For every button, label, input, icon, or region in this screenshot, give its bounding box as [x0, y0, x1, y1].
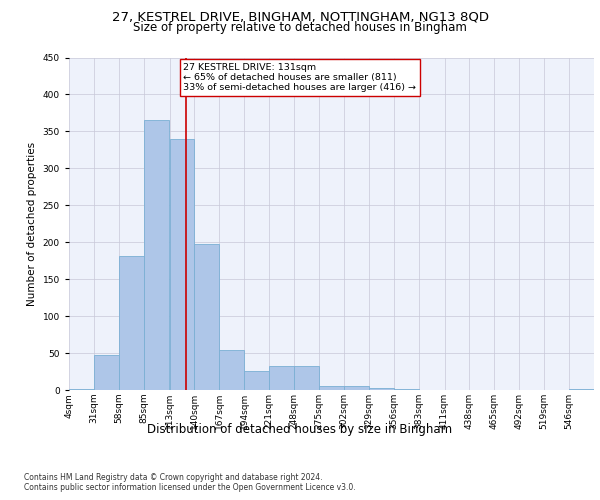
Bar — [394, 388, 419, 390]
Y-axis label: Number of detached properties: Number of detached properties — [27, 142, 37, 306]
Bar — [69, 388, 94, 390]
Text: Distribution of detached houses by size in Bingham: Distribution of detached houses by size … — [148, 422, 452, 436]
Bar — [170, 139, 194, 390]
Text: Size of property relative to detached houses in Bingham: Size of property relative to detached ho… — [133, 21, 467, 34]
Bar — [194, 244, 220, 390]
Text: 27 KESTREL DRIVE: 131sqm
← 65% of detached houses are smaller (811)
33% of semi-: 27 KESTREL DRIVE: 131sqm ← 65% of detach… — [184, 62, 416, 92]
Bar — [569, 388, 594, 390]
Bar — [344, 386, 369, 390]
Bar — [294, 366, 319, 390]
Text: 27, KESTREL DRIVE, BINGHAM, NOTTINGHAM, NG13 8QD: 27, KESTREL DRIVE, BINGHAM, NOTTINGHAM, … — [112, 10, 488, 23]
Bar — [369, 388, 394, 390]
Bar — [220, 350, 244, 390]
Text: Contains HM Land Registry data © Crown copyright and database right 2024.
Contai: Contains HM Land Registry data © Crown c… — [24, 472, 356, 492]
Bar — [244, 371, 269, 390]
Bar — [94, 354, 119, 390]
Bar — [119, 256, 144, 390]
Bar — [144, 120, 169, 390]
Bar — [269, 366, 294, 390]
Bar — [319, 386, 344, 390]
